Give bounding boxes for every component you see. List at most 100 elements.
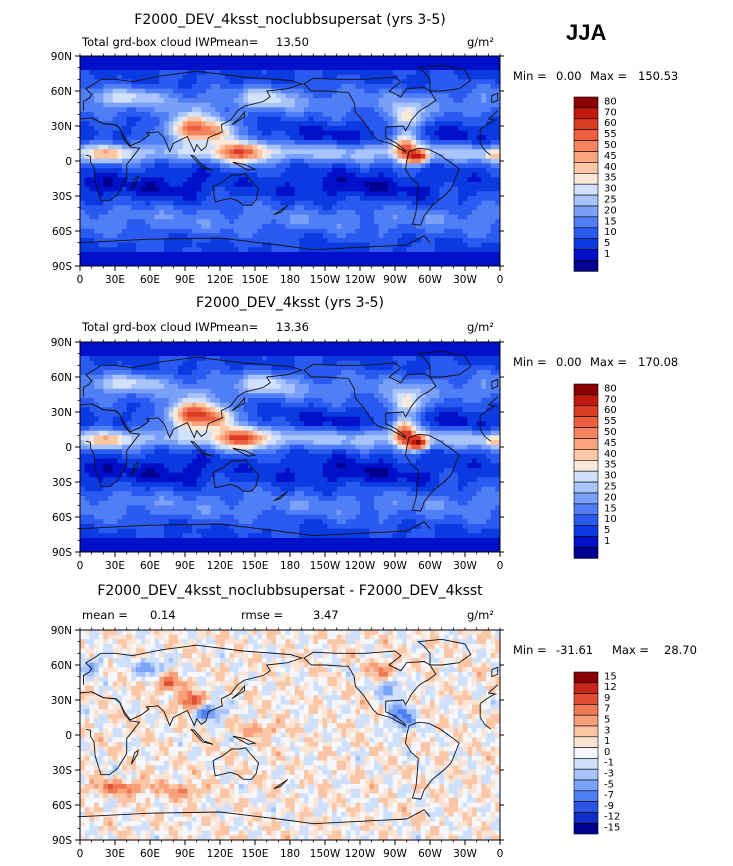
grid-cell [355, 79, 361, 85]
grid-cell [294, 356, 300, 362]
grid-cell [318, 233, 324, 239]
grid-cell [271, 182, 277, 188]
grid-cell [94, 379, 100, 385]
grid-cell [285, 200, 291, 206]
grid-cell [397, 84, 403, 90]
grid-cell [252, 200, 258, 206]
grid-cell [420, 98, 426, 104]
grid-cell [243, 346, 249, 352]
grid-cell [224, 200, 230, 206]
grid-cell [108, 140, 114, 146]
grid-cell [234, 154, 240, 160]
grid-cell [350, 200, 356, 206]
grid-cell [448, 228, 454, 234]
grid-cell [98, 88, 104, 94]
grid-cell [346, 224, 352, 230]
y-tick-label: 0 [65, 156, 72, 168]
grid-cell [472, 126, 478, 132]
grid-cell [476, 356, 482, 362]
grid-cell [304, 191, 310, 197]
colorbar-swatch [573, 205, 599, 218]
grid-cell [327, 228, 333, 234]
grid-cell [257, 70, 263, 76]
grid-cell [215, 60, 221, 66]
grid-cell [495, 233, 500, 239]
grid-cell [434, 65, 440, 71]
grid-cell [224, 186, 230, 192]
grid-cell [215, 374, 221, 380]
grid-cell [80, 346, 86, 352]
grid-cell [341, 177, 347, 183]
grid-cell [98, 126, 104, 132]
grid-cell [150, 365, 156, 371]
grid-cell [173, 360, 179, 366]
grid-cell [196, 70, 202, 76]
grid-cell [462, 356, 468, 362]
grid-cell [89, 182, 95, 188]
grid-cell [336, 56, 342, 62]
coastline [303, 76, 437, 153]
grid-cell [304, 121, 310, 127]
grid-cell [299, 238, 305, 244]
grid-cell [140, 196, 146, 202]
grid-cell [313, 360, 319, 366]
grid-cell [108, 126, 114, 132]
grid-cell [131, 140, 137, 146]
grid-cell [486, 242, 492, 248]
grid-cell [252, 191, 258, 197]
grid-cell [327, 121, 333, 127]
grid-cell [420, 107, 426, 113]
grid-cell [308, 210, 314, 216]
grid-cell [462, 346, 468, 352]
grid-cell [439, 121, 445, 127]
grid-cell [341, 365, 347, 371]
grid-cell [406, 116, 412, 122]
grid-cell [304, 342, 310, 348]
grid-cell [406, 84, 412, 90]
grid-cell [108, 360, 114, 366]
grid-cell [411, 74, 417, 80]
grid-cell [374, 116, 380, 122]
grid-cell [476, 191, 482, 197]
grid-cell [164, 107, 170, 113]
grid-cell [378, 154, 384, 160]
grid-cell [397, 228, 403, 234]
grid-cell [411, 205, 417, 211]
grid-cell [490, 365, 496, 371]
grid-cell [467, 102, 473, 108]
colorbar-swatch [573, 151, 599, 163]
grid-cell [439, 56, 445, 62]
grid-cell [271, 168, 277, 174]
grid-cell [341, 224, 347, 230]
grid-cell [108, 374, 114, 380]
grid-cell [332, 356, 338, 362]
grid-cell [126, 140, 132, 146]
coastline [417, 64, 472, 92]
grid-cell [341, 172, 347, 178]
grid-cell [332, 112, 338, 118]
grid-cell [266, 219, 272, 225]
grid-cell [336, 79, 342, 85]
grid-cell [201, 107, 207, 113]
grid-cell [439, 172, 445, 178]
grid-cell [476, 224, 482, 230]
grid-cell [271, 186, 277, 192]
grid-cell [369, 88, 375, 94]
grid-cell [94, 149, 100, 155]
grid-cell [378, 74, 384, 80]
grid-cell [206, 116, 212, 122]
grid-cell [364, 135, 370, 141]
grid-cell [458, 242, 464, 248]
grid-cell [411, 365, 417, 371]
grid-cell [220, 65, 226, 71]
grid-cell [215, 238, 221, 244]
grid-cell [201, 370, 207, 376]
grid-cell [150, 247, 156, 253]
grid-cell [173, 224, 179, 230]
grid-cell [84, 346, 90, 352]
grid-cell [103, 342, 109, 348]
grid-cell [145, 214, 151, 220]
colorbar-label: 5 [604, 238, 610, 249]
grid-cell [402, 351, 408, 357]
grid-cell [89, 342, 95, 348]
